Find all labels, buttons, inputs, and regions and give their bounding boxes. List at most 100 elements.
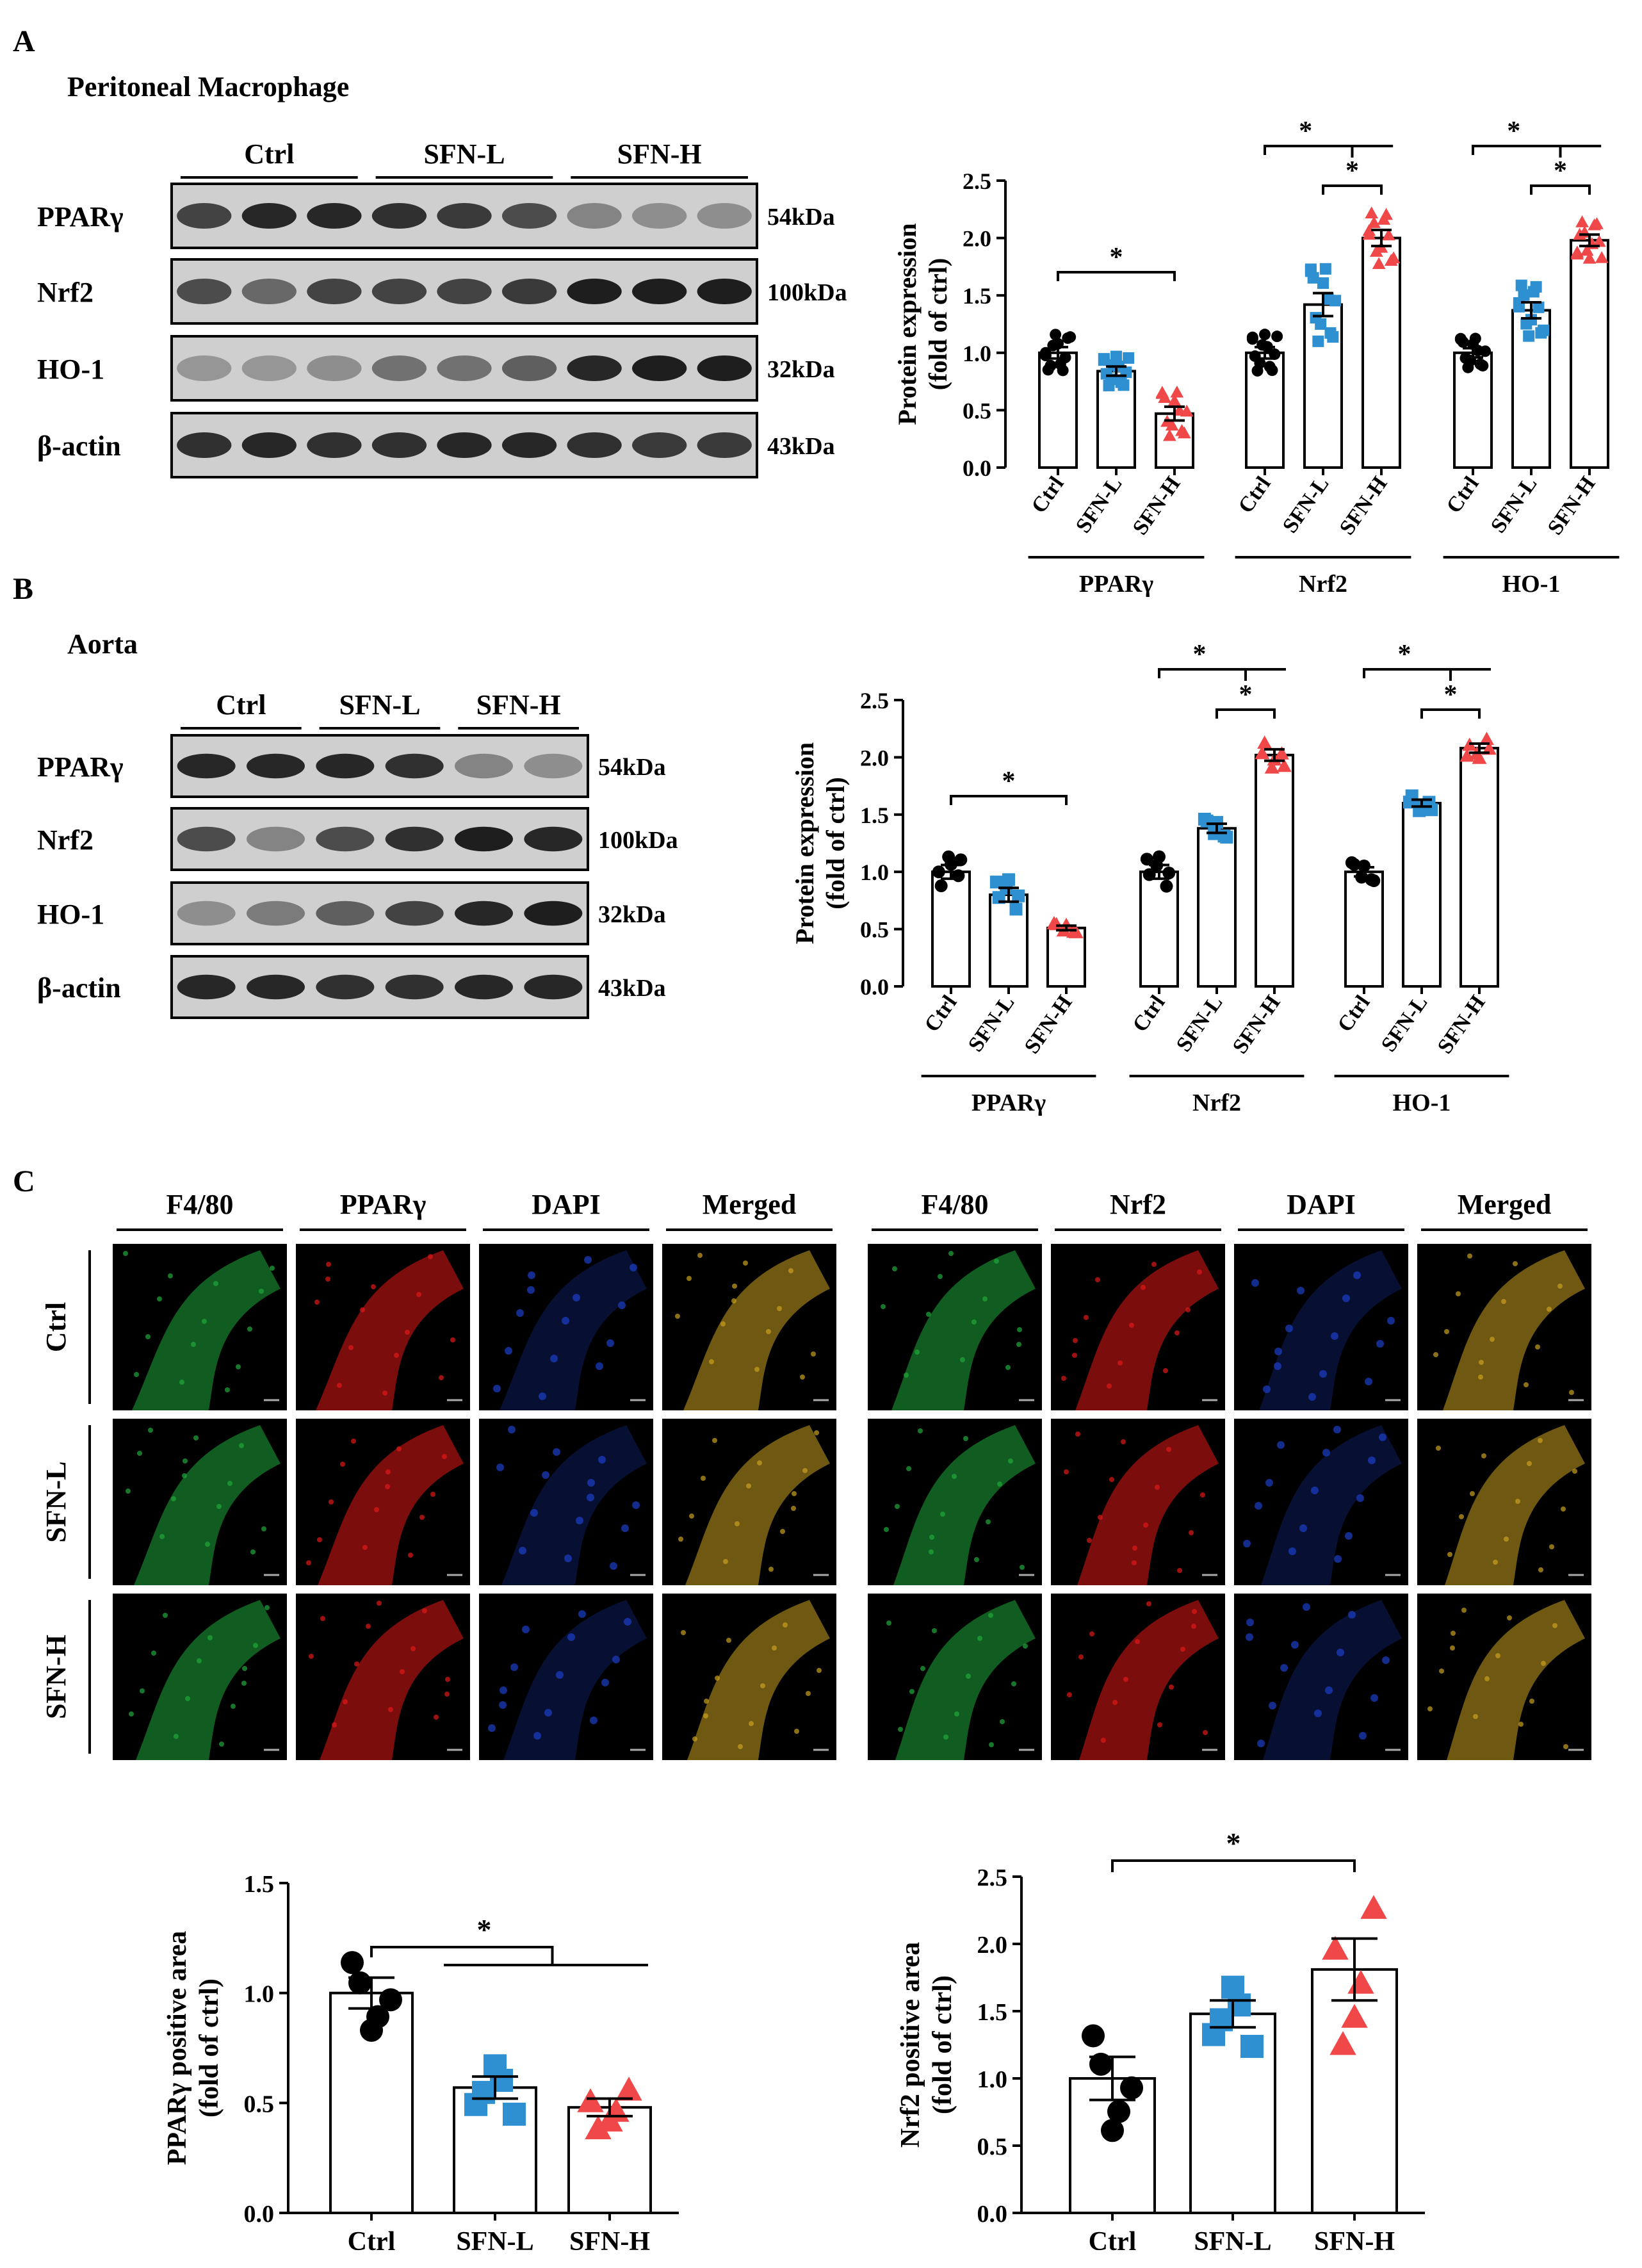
- cell-signal: [314, 1300, 320, 1305]
- data-point: [1532, 301, 1545, 313]
- x-category-label: SFN-H: [569, 2227, 650, 2256]
- data-point: [1469, 332, 1481, 345]
- cell-signal: [929, 1549, 934, 1554]
- cell-signal: [261, 1526, 266, 1531]
- data-point: [577, 2088, 604, 2112]
- cell-signal: [500, 1686, 507, 1694]
- data-point: [1322, 293, 1334, 305]
- cell-signal: [749, 1721, 754, 1726]
- blot-band: [177, 901, 236, 926]
- cell-signal: [954, 1711, 959, 1717]
- tissue-signal: [1077, 1425, 1219, 1585]
- cell-signal: [1379, 1433, 1386, 1441]
- cell-signal: [974, 1557, 979, 1562]
- y-tick-label: 1.5: [244, 1871, 275, 1898]
- cell-signal: [510, 1663, 518, 1671]
- y-tick-label: 1.5: [963, 283, 991, 309]
- cell-signal: [892, 1266, 897, 1271]
- blot-band: [524, 826, 583, 852]
- cell-signal: [1064, 1469, 1069, 1474]
- cell-signal: [918, 1428, 923, 1433]
- x-category-label: Ctrl: [1089, 2227, 1137, 2256]
- data-point: [1269, 348, 1281, 360]
- blot-size-label: 32kDa: [767, 356, 835, 383]
- cell-signal: [1274, 1362, 1281, 1370]
- cell-signal: [374, 1507, 379, 1512]
- cell-signal: [493, 1385, 501, 1392]
- x-category-label: SFN-L: [1377, 991, 1433, 1056]
- cell-signal: [1527, 1461, 1532, 1466]
- cell-signal: [1382, 1656, 1390, 1664]
- cell-signal: [191, 1342, 196, 1347]
- significance-bracket: [1530, 184, 1591, 195]
- cell-signal: [766, 1329, 771, 1334]
- cell-signal: [701, 1476, 706, 1481]
- blot-group-label: SFN-L: [423, 138, 505, 170]
- x-category-label: Ctrl: [1027, 472, 1069, 518]
- micrograph-column-label: DAPI: [532, 1189, 601, 1220]
- blot-band: [307, 203, 362, 229]
- cell-signal: [182, 1473, 187, 1478]
- panel-letter-c: C: [13, 1164, 35, 1198]
- blot-protein-label: HO-1: [37, 354, 104, 385]
- bar: [1344, 870, 1384, 988]
- cell-signal: [723, 1559, 728, 1564]
- significance-star: *: [1398, 640, 1411, 669]
- bar: [1570, 239, 1609, 469]
- cell-signal: [731, 1298, 736, 1303]
- blot-strip: [170, 734, 589, 798]
- significance-bracket: [1264, 145, 1394, 155]
- cell-signal: [1192, 1609, 1197, 1614]
- cell-signal: [881, 1304, 886, 1309]
- blot-band: [501, 203, 557, 229]
- cell-signal: [624, 1618, 631, 1626]
- blot-band: [697, 432, 752, 458]
- cell-signal: [216, 1504, 222, 1509]
- cell-signal: [1518, 1722, 1524, 1727]
- cell-signal: [1203, 1730, 1208, 1735]
- cell-signal: [1112, 1700, 1118, 1705]
- cell-signal: [584, 1256, 592, 1264]
- y-tick-label: 1.5: [977, 1999, 1008, 2026]
- blot-band: [567, 203, 622, 229]
- data-point: [1276, 758, 1292, 772]
- cell-signal: [1020, 1565, 1025, 1570]
- cell-signal: [735, 1521, 740, 1526]
- cell-signal: [1141, 1285, 1146, 1290]
- tissue-signal: [318, 1425, 464, 1585]
- cell-signal: [1561, 1506, 1566, 1512]
- cell-signal: [1547, 1307, 1552, 1312]
- cell-signal: [1470, 1491, 1475, 1496]
- cell-signal: [1023, 1644, 1028, 1649]
- cell-signal: [1549, 1544, 1554, 1549]
- cell-signal: [960, 1357, 965, 1362]
- blot-band: [385, 901, 444, 926]
- data-point: [1153, 850, 1166, 863]
- significance-star: *: [1507, 117, 1520, 146]
- tissue-signal: [501, 1425, 647, 1585]
- cell-signal: [1299, 1524, 1307, 1532]
- tissue-signal: [320, 1600, 464, 1760]
- bar: [1139, 870, 1179, 988]
- cell-signal: [416, 1292, 421, 1297]
- blot-band: [247, 974, 305, 1000]
- micrograph-tile: [1234, 1244, 1408, 1410]
- micrograph-column-label: Nrf2: [1110, 1189, 1166, 1220]
- x-category-label: Ctrl: [348, 2227, 396, 2256]
- blot-size-label: 54kDa: [767, 204, 835, 231]
- cell-signal: [1459, 1514, 1464, 1519]
- data-point: [1575, 215, 1589, 227]
- data-point: [1110, 350, 1122, 363]
- data-point: [615, 2076, 642, 2101]
- cell-signal: [1067, 1692, 1072, 1697]
- cell-signal: [898, 1727, 903, 1732]
- cell-signal: [1447, 1552, 1452, 1557]
- cell-signal: [732, 1284, 737, 1289]
- data-point: [1379, 208, 1394, 220]
- data-point: [1177, 426, 1191, 439]
- cell-signal: [630, 1264, 637, 1271]
- x-category-label: SFN-L: [456, 2227, 533, 2256]
- blot-band: [455, 826, 513, 852]
- cell-signal: [225, 1387, 230, 1392]
- cell-signal: [1118, 1360, 1123, 1366]
